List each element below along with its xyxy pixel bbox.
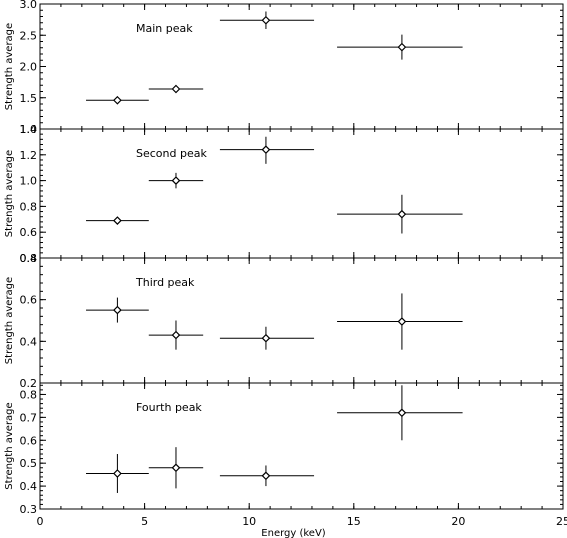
panel-frame	[39, 3, 564, 130]
data-point	[148, 84, 204, 94]
data-point	[337, 293, 463, 350]
data-point	[148, 447, 204, 489]
panel-title: Third peak	[135, 276, 195, 289]
y-tick-label: 0.8	[20, 252, 38, 265]
panel-1: 1.0 1.5 2.0 2.5 3.0 Strength average Main peak	[4, 0, 564, 136]
y-axis-label: Strength average	[4, 277, 15, 364]
y-tick-label: 2.5	[20, 29, 38, 42]
diamond-marker	[397, 209, 407, 219]
x-tick-label: 20	[451, 515, 465, 528]
y-tick-label: 0.2	[20, 377, 38, 390]
diamond-marker	[113, 95, 122, 105]
y-tick-label: 0.6	[20, 226, 38, 239]
x-tick-label: 5	[141, 515, 148, 528]
y-tick-label: 2.0	[20, 61, 38, 74]
data-point	[219, 136, 315, 164]
x-tick-label: 0	[37, 515, 44, 528]
data-point	[219, 326, 315, 350]
panel-2: 0.4 0.6 0.8 1.0 1.2 1.4 Strength average Second…	[4, 123, 564, 265]
diamond-marker	[171, 176, 181, 185]
y-tick-label: 1.2	[20, 149, 38, 162]
x-axis-label: Energy (keV)	[261, 528, 326, 538]
panel-frame	[39, 257, 564, 384]
panel-frame	[39, 128, 564, 259]
diamond-marker	[171, 330, 181, 340]
x-tick-label: 25	[556, 515, 567, 528]
data-point	[86, 297, 149, 323]
panel-3: 0.2 0.4 0.6 0.8 Strength average Third peak	[4, 252, 564, 390]
panel-title: Fourth peak	[136, 401, 202, 414]
panel-title: Second peak	[136, 147, 207, 160]
diamond-marker	[261, 333, 271, 343]
data-point	[219, 465, 315, 487]
x-tick-label: 15	[347, 515, 361, 528]
y-tick-label: 0.7	[20, 411, 38, 424]
data-point	[86, 216, 149, 225]
diamond-marker	[261, 145, 271, 154]
y-tick-label: 0.3	[20, 503, 38, 516]
y-tick-label: 3.0	[20, 0, 38, 11]
panel-title: Main peak	[136, 22, 193, 35]
y-tick-label: 0.4	[20, 335, 38, 348]
y-axis-label: Strength average	[4, 402, 15, 489]
y-tick-label: 1.5	[20, 92, 38, 105]
x-tick-label: 10	[242, 515, 256, 528]
data-point	[337, 34, 463, 60]
diamond-marker	[113, 305, 122, 315]
data-point	[148, 320, 204, 350]
y-tick-label: 1.0	[20, 123, 38, 136]
data-point	[219, 11, 315, 29]
y-tick-label: 0.4	[20, 252, 38, 265]
panel-frame	[39, 382, 564, 510]
y-tick-label: 0.8	[20, 388, 38, 401]
y-axis-label: Strength average	[4, 150, 15, 237]
diamond-marker	[113, 469, 122, 478]
y-tick-label: 0.6	[20, 434, 38, 447]
diamond-marker	[261, 471, 271, 481]
data-point	[337, 194, 463, 234]
diamond-marker	[397, 408, 407, 418]
diamond-marker	[171, 463, 181, 473]
diamond-marker	[261, 15, 271, 25]
diamond-marker	[397, 317, 407, 326]
y-tick-label: 0.5	[20, 457, 38, 470]
panel-4: 0.3 0.4 0.5 0.6 0.7 0.8 Strength average Fourth…	[4, 382, 564, 516]
y-axis-label: Strength average	[4, 23, 15, 110]
y-tick-label: 1.4	[20, 123, 38, 136]
diamond-marker	[113, 216, 122, 225]
data-point	[337, 385, 463, 441]
diamond-marker	[171, 84, 181, 94]
y-tick-label: 0.8	[20, 200, 38, 213]
data-point	[86, 95, 149, 105]
y-tick-label: 0.4	[20, 480, 38, 493]
data-point	[86, 454, 149, 493]
y-tick-label: 0.6	[20, 294, 38, 307]
y-tick-label: 1.0	[20, 175, 38, 188]
data-point	[148, 172, 204, 189]
diamond-marker	[397, 42, 407, 52]
